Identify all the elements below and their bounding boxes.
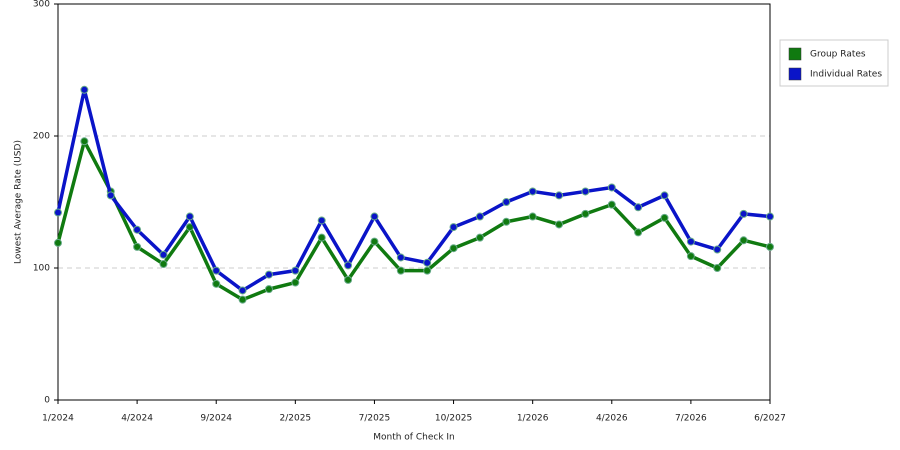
point: [555, 191, 564, 200]
point: [528, 187, 537, 196]
x-tick-label: 4/2024: [121, 414, 153, 424]
point: [475, 212, 484, 221]
x-tick-label: 6/2027: [754, 414, 786, 424]
point: [80, 137, 89, 146]
point: [212, 266, 221, 275]
point: [423, 266, 432, 275]
y-tick-label: 200: [33, 132, 50, 142]
point: [370, 237, 379, 246]
point: [264, 270, 273, 279]
point: [344, 261, 353, 270]
point: [581, 187, 590, 196]
point: [686, 252, 695, 261]
y-tick-label: 0: [44, 396, 50, 406]
point: [475, 233, 484, 242]
point: [159, 260, 168, 269]
point: [713, 245, 722, 254]
point: [106, 191, 115, 200]
point: [159, 250, 168, 259]
point: [634, 228, 643, 237]
point: [396, 266, 405, 275]
point: [766, 212, 774, 221]
point: [766, 242, 774, 251]
legend-label: Individual Rates: [810, 70, 882, 80]
y-tick-label: 300: [33, 0, 50, 10]
point: [317, 233, 326, 242]
point: [396, 253, 405, 262]
x-tick-label: 10/2025: [435, 414, 472, 424]
point: [660, 213, 669, 222]
point: [607, 200, 616, 209]
point: [449, 244, 458, 253]
point: [54, 208, 62, 217]
point: [54, 238, 62, 247]
series-line: [56, 88, 771, 293]
x-tick-label: 2/2025: [279, 414, 311, 424]
point: [344, 275, 353, 284]
point: [291, 278, 300, 287]
point: [713, 264, 722, 272]
point: [660, 191, 669, 200]
point: [238, 295, 247, 304]
point: [291, 266, 300, 275]
x-tick-label: 4/2026: [596, 414, 628, 424]
x-tick-label: 7/2025: [359, 414, 391, 424]
point: [555, 220, 564, 229]
plot-frame: [57, 3, 771, 401]
point: [133, 242, 142, 251]
point: [80, 85, 89, 94]
x-tick-label: 9/2024: [200, 414, 232, 424]
point: [423, 258, 432, 267]
point: [133, 225, 142, 234]
x-tick-label: 1/2026: [517, 414, 549, 424]
point: [528, 212, 537, 221]
x-tick-label: 1/2024: [42, 414, 74, 424]
point: [449, 223, 458, 232]
point: [502, 198, 511, 206]
point: [581, 209, 590, 218]
point: [739, 236, 748, 245]
series-line: [56, 139, 771, 302]
point: [317, 216, 326, 225]
point: [185, 212, 194, 221]
point: [212, 279, 221, 288]
legend-swatch: [788, 67, 802, 81]
legend-label: Group Rates: [810, 50, 866, 60]
point: [502, 217, 511, 226]
point: [634, 203, 643, 212]
legend-swatch: [788, 47, 802, 61]
y-tick-label: 100: [33, 264, 50, 274]
point: [607, 183, 616, 192]
point: [264, 285, 273, 294]
point: [686, 237, 695, 246]
point: [739, 209, 748, 218]
x-axis-label: Month of Check In: [373, 433, 455, 443]
x-tick-label: 7/2026: [675, 414, 707, 424]
point: [370, 212, 379, 221]
point: [238, 286, 247, 295]
y-axis-label: Lowest Average Rate (USD): [14, 140, 24, 264]
